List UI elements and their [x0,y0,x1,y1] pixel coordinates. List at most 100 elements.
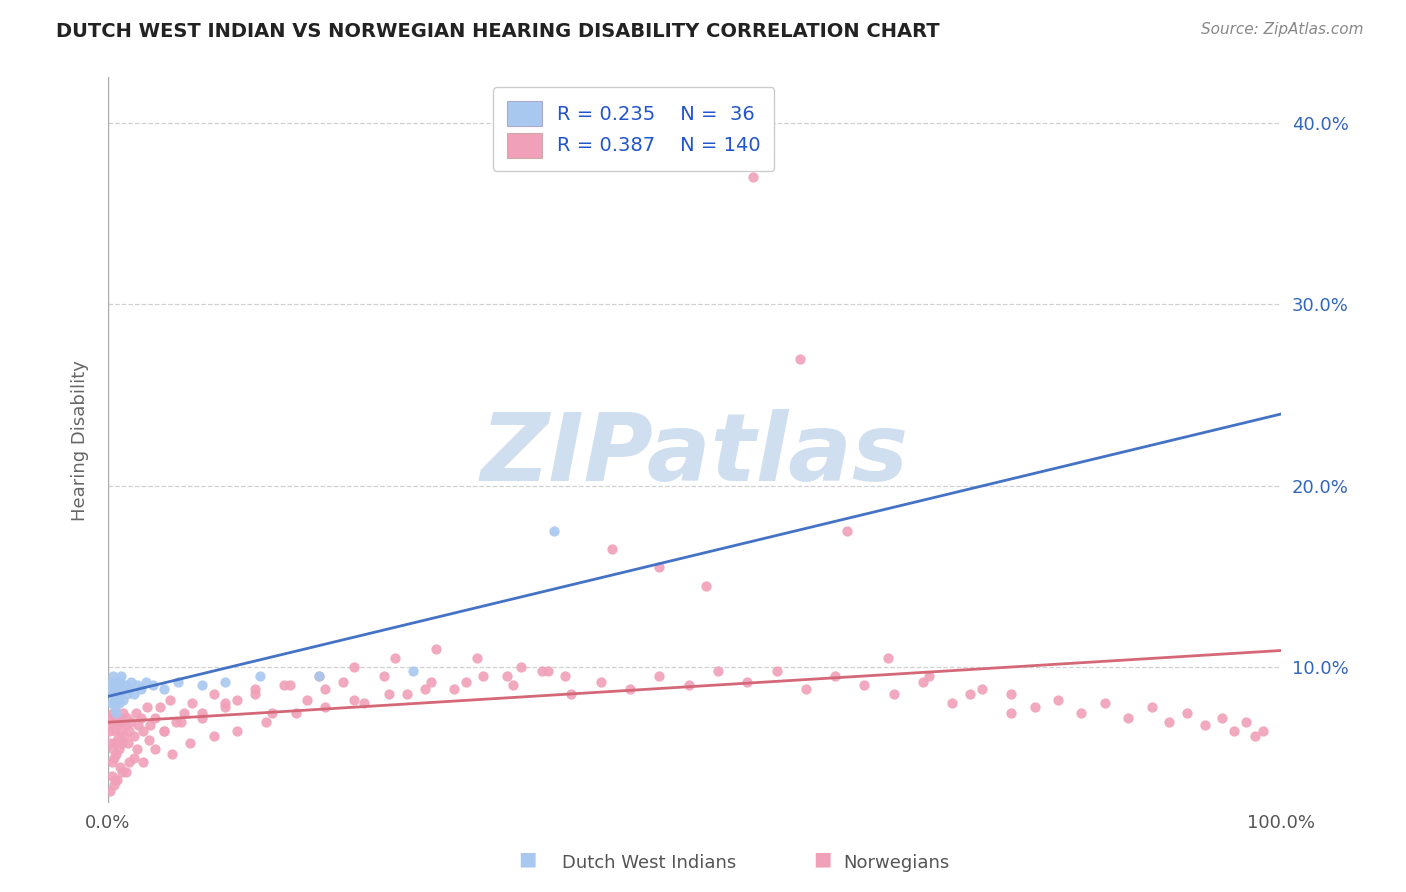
Point [162,747,184,762]
Point [98,681,121,696]
Text: Norwegians: Norwegians [844,855,950,872]
Point [243,687,266,701]
Point [742,170,765,185]
Point [98,711,121,725]
Point [105,772,128,787]
Point [314,700,336,714]
Point [122,751,145,765]
Point [537,664,560,678]
Point [104,772,127,787]
Point [105,711,128,725]
Point [1024,700,1046,714]
Point [120,714,142,729]
Point [912,674,935,689]
Point [117,736,139,750]
Point [105,732,128,747]
Point [278,678,301,692]
Point [112,693,135,707]
Point [262,706,284,720]
Point [1159,714,1181,729]
Point [143,711,166,725]
Point [105,747,128,762]
Point [107,697,129,711]
Point [115,687,138,701]
Point [111,714,134,729]
Point [104,681,127,696]
Point [384,651,406,665]
Point [332,674,354,689]
Point [249,669,271,683]
Point [181,697,204,711]
Point [104,736,127,750]
Point [104,723,127,738]
Point [373,669,395,683]
Point [98,736,121,750]
Point [1000,706,1022,720]
Point [191,711,214,725]
Point [1140,700,1163,714]
Point [1251,723,1274,738]
Point [118,755,141,769]
Point [202,729,225,743]
Point [125,706,148,720]
Point [589,674,612,689]
Point [173,706,195,720]
Point [678,678,700,692]
Point [226,693,249,707]
Point [495,669,517,683]
Point [153,723,176,738]
Point [129,681,152,696]
Point [284,706,307,720]
Point [122,687,145,701]
Point [167,674,190,689]
Point [619,681,641,696]
Point [1223,723,1246,738]
Point [214,700,236,714]
Point [695,578,717,592]
Point [419,674,441,689]
Point [103,693,125,707]
Point [273,678,295,692]
Point [100,769,122,783]
Point [149,700,172,714]
Point [103,751,125,765]
Point [467,651,489,665]
Point [1194,718,1216,732]
Point [100,697,122,711]
Point [509,660,531,674]
Legend: R = 0.235    N =  36, R = 0.387    N = 140: R = 0.235 N = 36, R = 0.387 N = 140 [494,87,775,171]
Point [472,669,495,683]
Point [132,755,155,769]
Point [143,742,166,756]
Point [139,718,162,732]
Point [1234,714,1257,729]
Point [127,678,149,692]
Point [454,674,477,689]
Text: ZIPatlas: ZIPatlas [481,409,908,501]
Point [560,687,582,701]
Point [111,765,134,780]
Point [413,681,436,696]
Point [103,778,125,792]
Y-axis label: Hearing Disability: Hearing Disability [72,360,89,521]
Point [543,524,565,538]
Point [835,524,858,538]
Point [353,697,375,711]
Point [243,681,266,696]
Point [127,742,149,756]
Text: Dutch West Indians: Dutch West Indians [562,855,737,872]
Point [103,678,125,692]
Point [111,681,134,696]
Point [425,642,447,657]
Point [132,723,155,738]
Point [883,687,905,701]
Point [105,706,128,720]
Point [789,351,811,366]
Point [1070,706,1092,720]
Point [648,669,671,683]
Point [98,723,121,738]
Point [105,718,128,732]
Point [214,697,236,711]
Point [110,732,132,747]
Text: DUTCH WEST INDIAN VS NORWEGIAN HEARING DISABILITY CORRELATION CHART: DUTCH WEST INDIAN VS NORWEGIAN HEARING D… [56,22,939,41]
